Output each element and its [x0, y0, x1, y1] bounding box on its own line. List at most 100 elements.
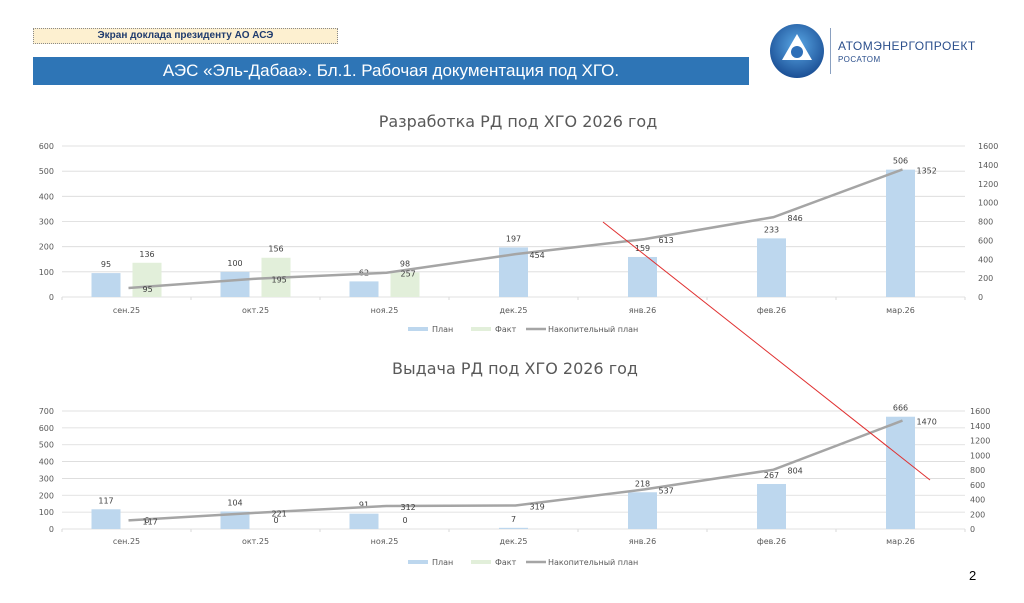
data-label-cumulative: 454 — [530, 251, 545, 260]
x-tick-label: окт.25 — [242, 537, 269, 546]
data-label-cumulative: 312 — [401, 503, 416, 512]
y-tick-label: 500 — [39, 441, 54, 450]
chart-title: Разработка РД под ХГО 2026 год — [379, 112, 658, 131]
data-label-cumulative: 537 — [659, 486, 674, 495]
legend-label-cumulative: Накопительный план — [548, 558, 638, 567]
y2-tick-label: 600 — [978, 236, 993, 245]
y-tick-label: 400 — [39, 192, 54, 201]
y-tick-label: 100 — [39, 268, 54, 277]
y2-tick-label: 1400 — [970, 422, 990, 431]
data-label-plan: 666 — [893, 404, 908, 413]
y2-tick-label: 1000 — [970, 451, 990, 460]
page-number: 2 — [969, 568, 977, 583]
y-tick-label: 200 — [39, 491, 54, 500]
x-tick-label: ноя.25 — [371, 306, 399, 315]
x-tick-label: фев.26 — [757, 537, 786, 546]
y-tick-label: 100 — [39, 508, 54, 517]
y2-tick-label: 200 — [978, 274, 993, 283]
bar-plan — [91, 509, 121, 529]
annotation-line — [602, 221, 931, 481]
bar-plan — [349, 281, 379, 297]
page-title: АЭС «Эль-Дабаа». Бл.1. Рабочая документа… — [33, 57, 749, 85]
y-tick-label: 200 — [39, 243, 54, 252]
y2-tick-label: 1400 — [978, 161, 998, 170]
x-tick-label: окт.25 — [242, 306, 269, 315]
data-label-plan: 267 — [764, 471, 779, 480]
legend-label-cumulative: Накопительный план — [548, 325, 638, 334]
bar-fact — [132, 262, 162, 297]
y-tick-label: 600 — [39, 142, 54, 151]
y-tick-label: 700 — [39, 407, 54, 416]
bar-plan — [886, 169, 915, 297]
chart-development: Разработка РД под ХГО 2026 год 0 100 200 30… — [39, 112, 999, 334]
y2-tick-label: 800 — [978, 218, 993, 227]
legend-swatch-plan — [408, 560, 428, 564]
legend-swatch-fact — [471, 327, 491, 331]
data-label-cumulative: 221 — [272, 510, 287, 519]
data-label-plan: 7 — [511, 515, 516, 524]
data-label-fact: 0 — [273, 516, 278, 525]
legend-label-fact: Факт — [495, 325, 517, 334]
bar-plan — [628, 256, 657, 297]
x-tick-label: сен.25 — [113, 537, 140, 546]
bar-plan — [757, 238, 786, 297]
logo-company-name: АТОМЭНЕРГОПРОЕКТ — [838, 39, 976, 53]
data-label-plan: 197 — [506, 234, 521, 243]
bar-plan — [499, 527, 528, 529]
bar-plan — [220, 271, 250, 297]
data-label-cumulative: 195 — [272, 276, 287, 285]
legend-label-plan: План — [432, 325, 453, 334]
y-tick-label: 0 — [49, 525, 54, 534]
y-tick-label: 400 — [39, 458, 54, 467]
data-label-plan: 91 — [359, 501, 369, 510]
x-tick-label: фев.26 — [757, 306, 786, 315]
x-tick-label: мар.26 — [886, 306, 915, 315]
data-label-fact: 156 — [268, 245, 283, 254]
y2-tick-label: 1000 — [978, 199, 998, 208]
data-label-plan: 100 — [227, 259, 242, 268]
rosatom-logo-icon — [770, 24, 824, 78]
x-tick-label: сен.25 — [113, 306, 140, 315]
y-tick-label: 600 — [39, 424, 54, 433]
x-tick-label: ноя.25 — [371, 537, 399, 546]
y2-tick-label: 1600 — [978, 142, 998, 151]
data-label-plan: 218 — [635, 479, 650, 488]
data-label-cumulative: 846 — [788, 214, 803, 223]
data-label-plan: 506 — [893, 157, 908, 166]
y2-tick-label: 200 — [970, 510, 985, 519]
legend-label-fact: Факт — [495, 558, 517, 567]
line-cumulative-plan — [128, 168, 903, 290]
x-tick-label: янв.26 — [629, 306, 656, 315]
data-label-plan: 233 — [764, 225, 779, 234]
legend-swatch-fact — [471, 560, 491, 564]
data-label-cumulative: 319 — [530, 502, 545, 511]
bar-plan — [757, 483, 786, 529]
data-label-cumulative: 804 — [788, 467, 803, 476]
bar-plan — [628, 492, 657, 529]
y2-tick-label: 400 — [978, 255, 993, 264]
y-tick-label: 300 — [39, 474, 54, 483]
company-logo: АТОМЭНЕРГОПРОЕКТ РОСАТОМ — [768, 22, 1008, 82]
y2-tick-label: 0 — [970, 525, 975, 534]
data-label-cumulative: 1352 — [917, 166, 937, 175]
legend-label-plan: План — [432, 558, 453, 567]
y2-tick-label: 0 — [978, 293, 983, 302]
bar-plan — [220, 511, 250, 529]
line-cumulative-plan — [128, 419, 903, 522]
data-label-plan: 117 — [98, 496, 113, 505]
data-label-cumulative: 1470 — [917, 418, 937, 427]
report-subtitle: Экран доклада президенту АО АСЭ — [33, 28, 338, 44]
data-label-fact: 98 — [400, 259, 410, 268]
chart-title: Выдача РД под ХГО 2026 год — [392, 359, 638, 378]
x-tick-label: дек.25 — [499, 537, 527, 546]
legend-swatch-plan — [408, 327, 428, 331]
data-label-fact: 0 — [402, 516, 407, 525]
bar-plan — [349, 513, 379, 529]
x-tick-label: янв.26 — [629, 537, 656, 546]
chart-issuance: Выдача РД под ХГО 2026 год 0 100 200 300 400… — [39, 359, 991, 567]
y2-tick-label: 800 — [970, 466, 985, 475]
bar-plan — [91, 273, 121, 297]
data-label-plan: 95 — [101, 260, 111, 269]
y2-tick-label: 1200 — [978, 180, 998, 189]
